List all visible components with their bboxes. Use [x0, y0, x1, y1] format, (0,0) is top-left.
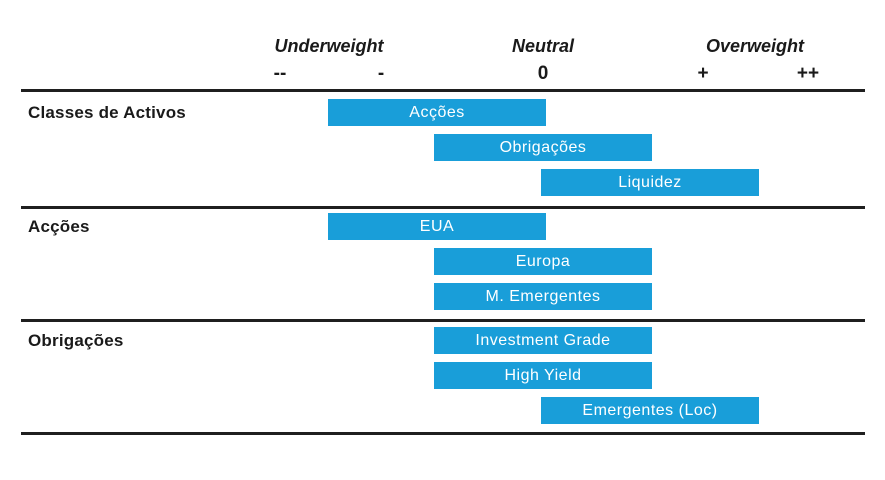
scale-header-neutral: Neutral [511, 36, 575, 56]
position-bar: Acções [328, 99, 546, 126]
position-bar: EUA [328, 213, 546, 240]
divider-line-section-2 [21, 206, 865, 209]
position-bar: Obrigações [434, 134, 652, 161]
bar-label: Europa [515, 252, 571, 270]
section-label-obrigacoes: Obrigações [28, 331, 124, 350]
position-bar: Liquidez [541, 169, 759, 196]
bar-label: Emergentes (Loc) [582, 401, 718, 419]
position-bar: Europa [434, 248, 652, 275]
position-bar: Emergentes (Loc) [541, 397, 759, 424]
bar-label: Investment Grade [475, 331, 611, 349]
section-label-accoes: Acções [28, 217, 90, 236]
divider-line-section-3 [21, 319, 865, 322]
bar-label: Obrigações [499, 138, 587, 156]
bar-label: Acções [409, 103, 465, 121]
scale-tick-minus-minus: -- [273, 63, 287, 84]
scale-tick-zero: 0 [537, 63, 549, 84]
bar-label: M. Emergentes [485, 287, 601, 305]
scale-header-overweight: Overweight [705, 36, 805, 56]
position-bar: M. Emergentes [434, 283, 652, 310]
scale-header-underweight: Underweight [274, 36, 384, 56]
divider-line-top [21, 89, 865, 92]
bar-label: Liquidez [618, 173, 682, 191]
scale-tick-minus: - [377, 63, 385, 84]
position-bar: Investment Grade [434, 327, 652, 354]
scale-tick-plus: + [697, 63, 709, 84]
scale-tick-plus-plus: ++ [796, 63, 820, 84]
position-bar: High Yield [434, 362, 652, 389]
divider-line-bottom [21, 432, 865, 435]
section-label-classes-de-activos: Classes de Activos [28, 103, 186, 122]
bar-label: High Yield [504, 366, 582, 384]
bar-label: EUA [419, 217, 455, 235]
